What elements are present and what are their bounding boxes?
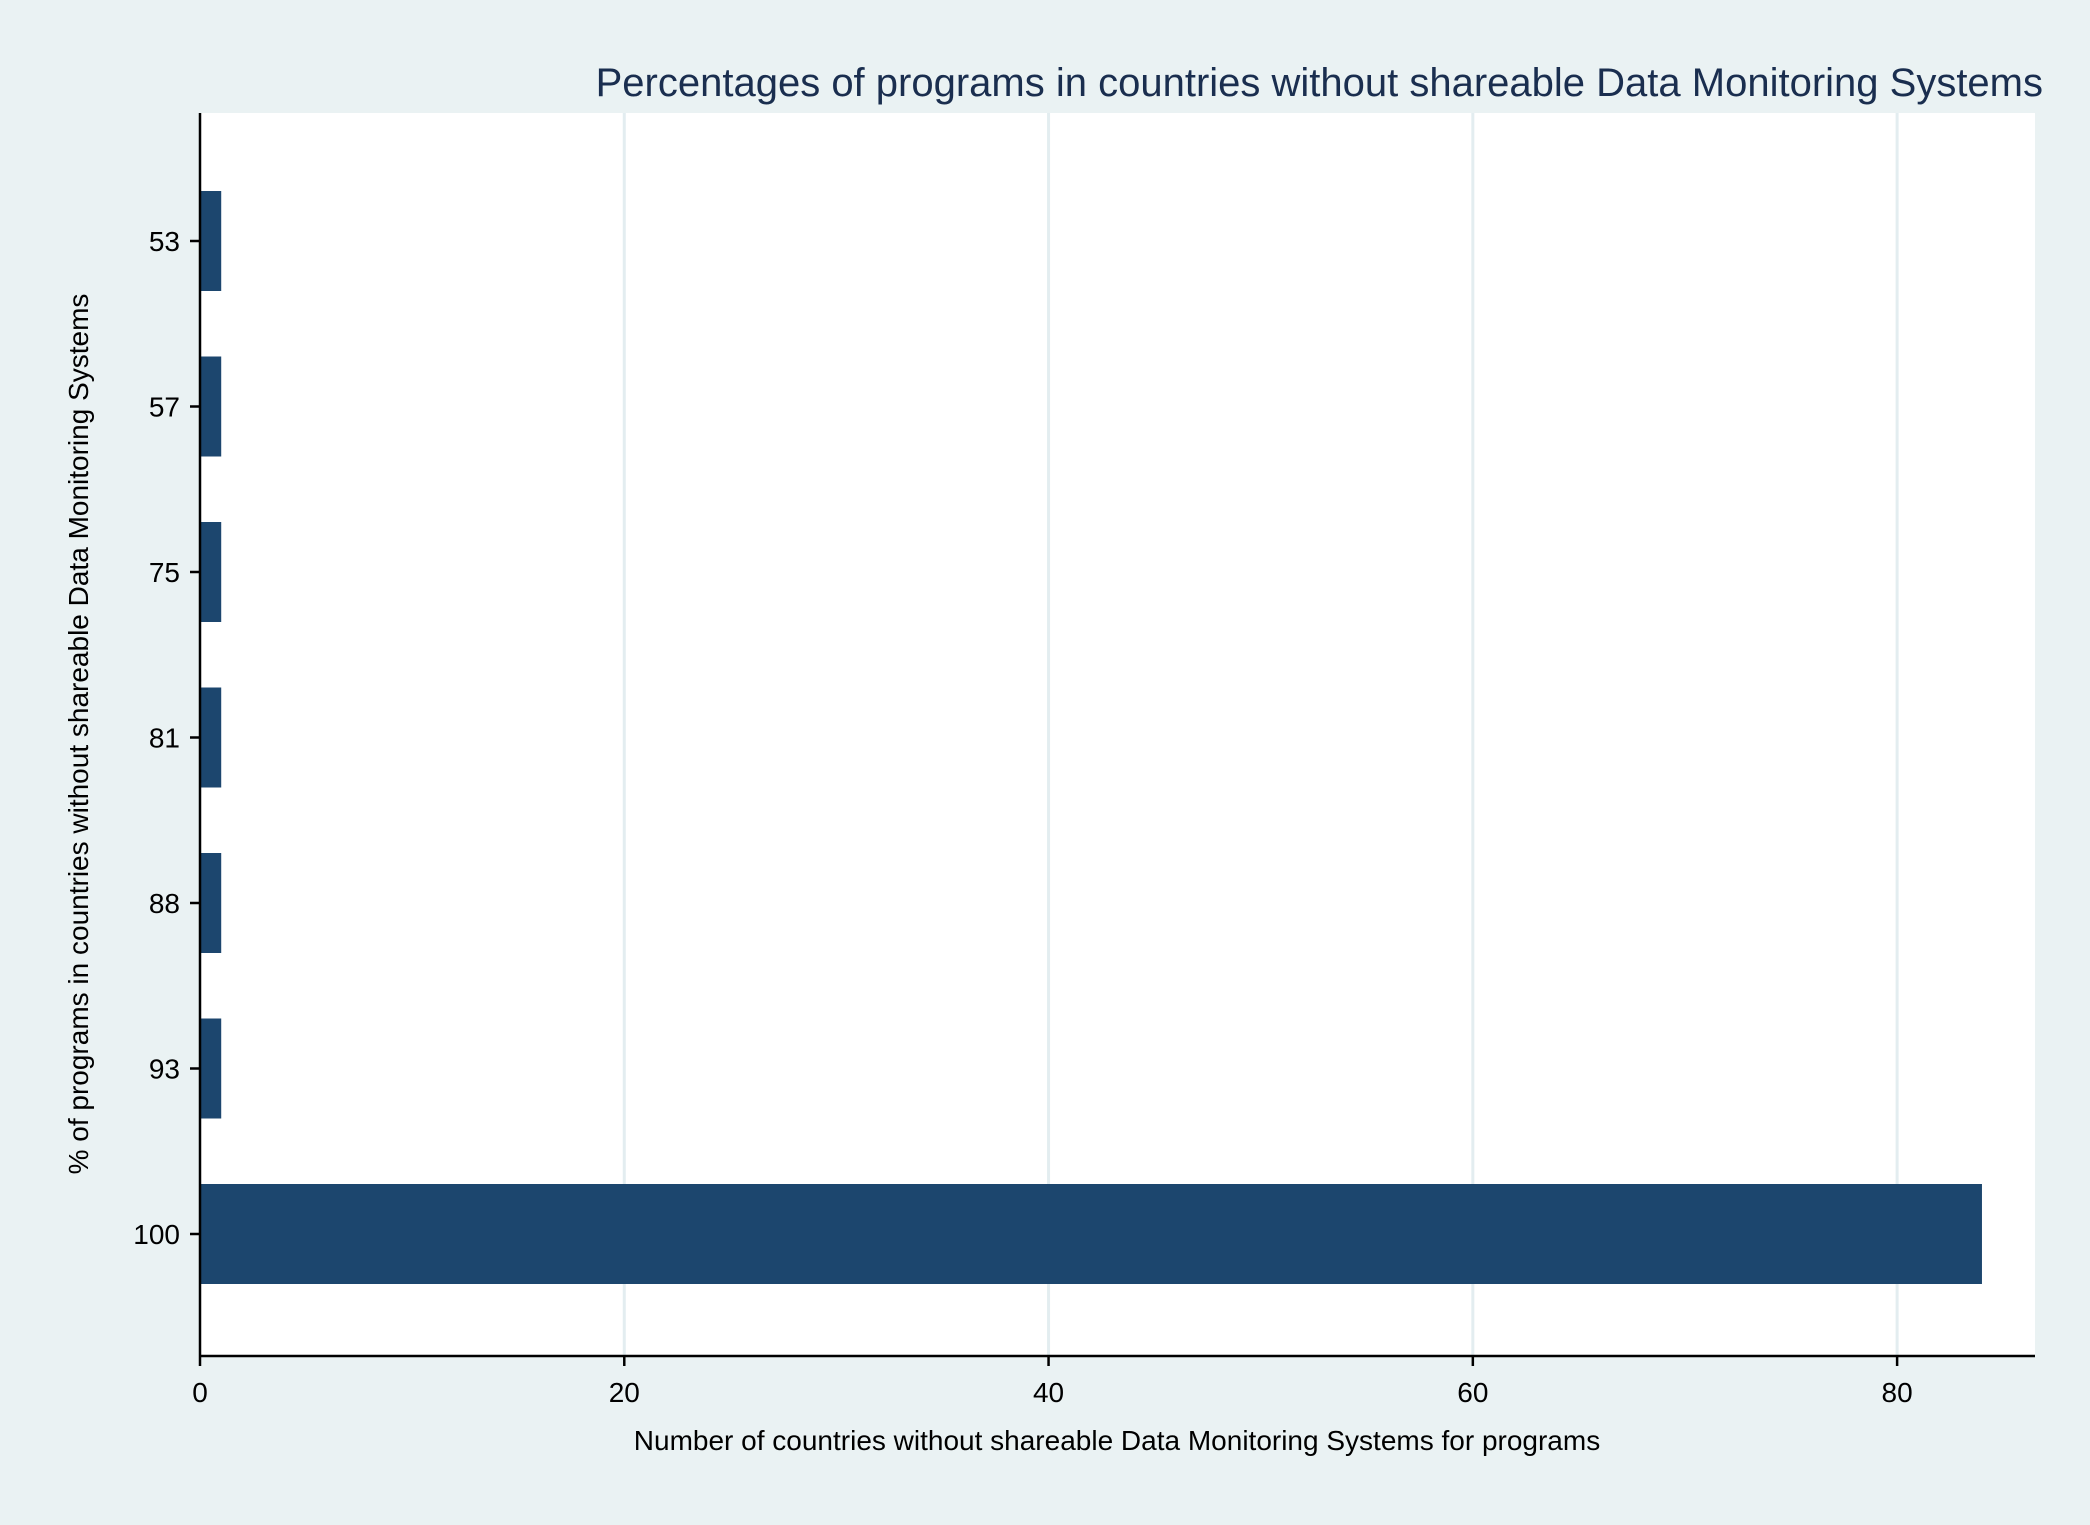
y-tick-label: 53: [149, 226, 180, 257]
bar: [200, 1018, 222, 1119]
tick-labels: 0 20 40 60 80 53 57 75 81 88 93 100: [133, 226, 1912, 1408]
grid-lines: [622, 113, 1899, 1356]
x-tick-label: 40: [1033, 1377, 1064, 1408]
axes: [198, 113, 2035, 1358]
bar: [200, 687, 222, 788]
chart-title: Percentages of programs in countries wit…: [596, 61, 2043, 105]
y-tick-label: 75: [149, 557, 180, 588]
bar: [200, 853, 222, 953]
y-tick-label: 57: [149, 392, 180, 423]
bar: [200, 522, 222, 622]
y-axis-title: % of programs in countries without share…: [63, 294, 94, 1175]
bars: [200, 191, 1982, 1284]
x-tick-label: 60: [1457, 1377, 1488, 1408]
x-tick-label: 0: [192, 1377, 208, 1408]
y-tick-label: 93: [149, 1054, 180, 1085]
bar: [200, 1184, 1982, 1284]
bar: [200, 191, 222, 291]
x-tick-label: 20: [609, 1377, 640, 1408]
x-axis-title: Number of countries without shareable Da…: [634, 1425, 1600, 1456]
x-tick-label: 80: [1882, 1377, 1913, 1408]
bar: [200, 356, 222, 457]
y-tick-label: 88: [149, 888, 180, 919]
y-tick-label: 81: [149, 723, 180, 754]
plot-area: [200, 113, 2035, 1356]
y-tick-label: 100: [133, 1219, 180, 1250]
